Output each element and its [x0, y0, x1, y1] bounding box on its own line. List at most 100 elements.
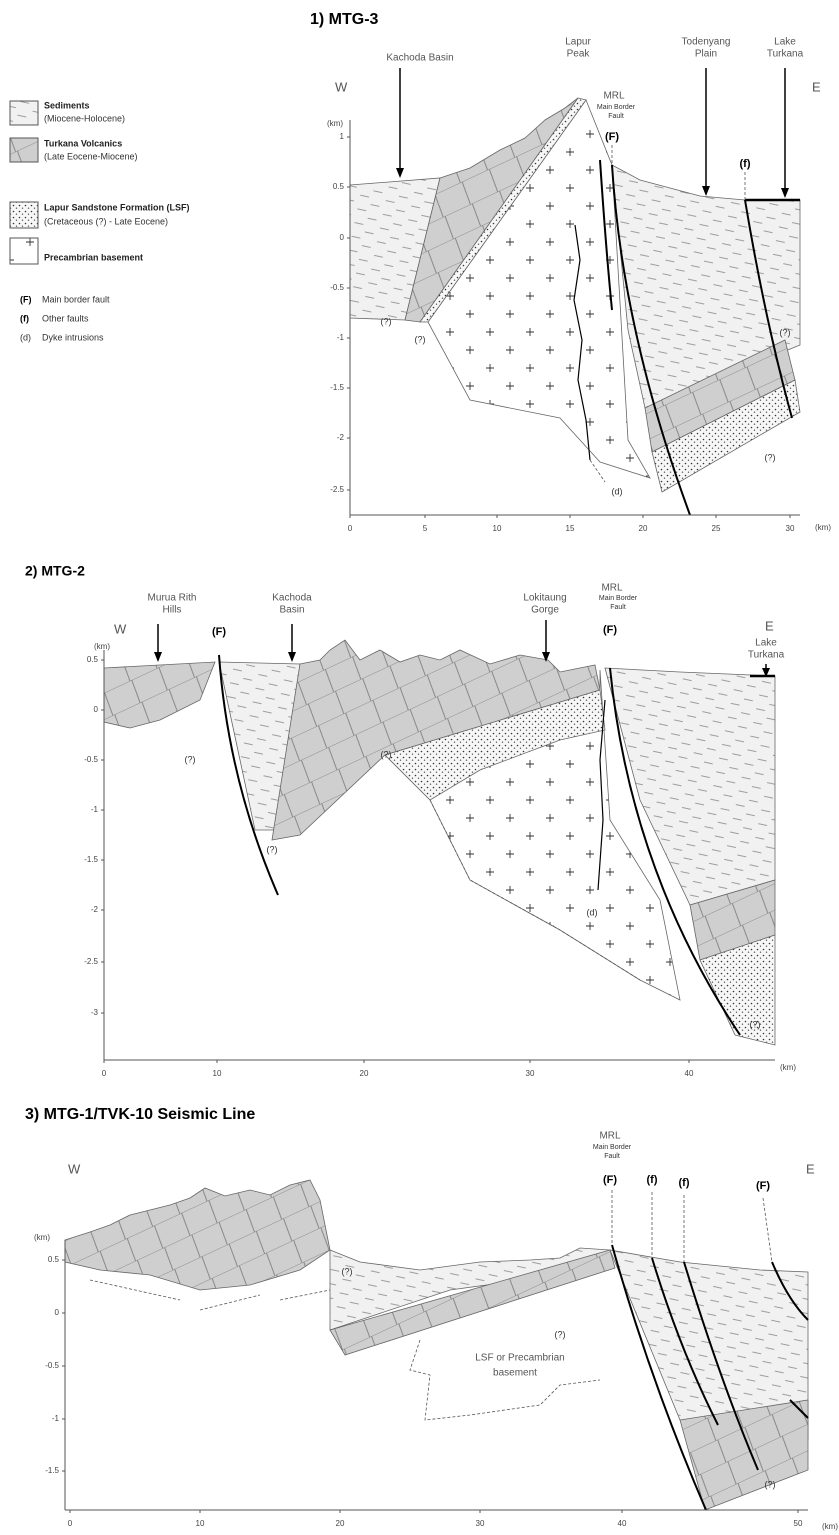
y-tick-label: 0	[55, 1308, 60, 1317]
boundary	[409, 1339, 601, 1421]
legend-symbol: (F)	[20, 294, 32, 304]
y-tick-label: -1	[52, 1414, 60, 1423]
place-label: Basin	[279, 605, 304, 616]
x-tick-label: 40	[618, 1519, 627, 1528]
axes: (km) (km) 1 0.5 0 -0.5 -1 -1.5 -2 -2.5 0 5 10 15 20 25 3…	[34, 119, 838, 1531]
legend-label: Main border fault	[42, 294, 110, 304]
fault-label: (f)	[679, 1177, 690, 1189]
fault	[771, 1261, 809, 1321]
legend-swatch	[9, 100, 39, 126]
uncertain: (?)	[765, 1479, 776, 1489]
basement	[427, 99, 651, 479]
dyke-label: (d)	[612, 486, 623, 496]
fault	[599, 159, 613, 311]
east-label: E	[806, 1161, 815, 1176]
fault-trace	[611, 145, 746, 200]
place-label: Turkana	[767, 49, 804, 60]
volcanics	[64, 1179, 331, 1291]
volcanics	[404, 97, 579, 323]
legend-swatch	[9, 137, 39, 163]
y-tick-label: -1.5	[330, 383, 344, 392]
arrow-head	[762, 668, 770, 677]
lsf	[651, 379, 801, 493]
dyke-label: (d)	[587, 907, 598, 917]
fault-label: (f)	[740, 158, 751, 170]
y-tick-label: 0.5	[333, 182, 345, 191]
arrow-head	[154, 652, 162, 662]
place-label: Peak	[567, 49, 591, 60]
y-tick-label: 0.5	[87, 655, 99, 664]
uncertain: (?)	[381, 749, 392, 759]
section-2	[103, 639, 776, 1046]
y-tick-label: -2	[91, 905, 99, 914]
y-tick-label: -1.5	[84, 855, 98, 864]
y-unit: (km)	[94, 642, 110, 651]
east-label: E	[812, 79, 821, 94]
x-tick-label: 20	[360, 1069, 369, 1078]
place-label: Gorge	[531, 605, 559, 616]
uncertain: (?)	[185, 754, 196, 764]
section-1	[349, 97, 801, 516]
west-label: W	[335, 79, 348, 94]
legend-label: Turkana Volcanics	[44, 138, 122, 148]
fault-label: (F)	[605, 131, 619, 143]
mrl-label: MRL	[599, 1131, 621, 1142]
x-tick-label: 50	[794, 1519, 803, 1528]
arrow-head	[542, 652, 550, 662]
volcanics	[329, 1249, 616, 1356]
mrl-sub: Fault	[604, 1153, 620, 1160]
x-tick-label: 20	[336, 1519, 345, 1528]
place-label: Plain	[695, 49, 717, 60]
x-tick-label: 15	[566, 524, 575, 533]
x-tick-label: 0	[348, 524, 353, 533]
arrow-head	[396, 168, 404, 178]
boundary	[89, 1279, 331, 1311]
uncertain: (?)	[555, 1329, 566, 1339]
mrl-label: MRL	[603, 91, 625, 102]
place-label: Kachoda	[272, 593, 312, 604]
main-fault	[611, 1244, 707, 1511]
y-tick-label: 0.5	[48, 1255, 60, 1264]
east-label: E	[765, 618, 774, 633]
boundary	[589, 459, 606, 483]
arrow-head	[702, 186, 710, 196]
arrow-head	[288, 652, 296, 662]
uncertain: (?)	[381, 316, 392, 326]
boundary	[429, 799, 641, 981]
y-tick-label: -2	[337, 433, 345, 442]
fault-label: (f)	[647, 1174, 658, 1186]
legend-label: Lapur Sandstone Formation (LSF)	[44, 202, 190, 212]
y-tick-label: -2.5	[84, 957, 98, 966]
section-3	[64, 1179, 809, 1511]
x-tick-label: 30	[476, 1519, 485, 1528]
x-tick-label: 20	[639, 524, 648, 533]
y-tick-label: -0.5	[84, 755, 98, 764]
legend-swatch	[9, 237, 39, 265]
lsf	[419, 97, 587, 323]
x-tick-label: 30	[786, 524, 795, 533]
west-label: W	[68, 1161, 81, 1176]
mrl-sub: Main Border	[593, 1144, 632, 1151]
uncertain: (?)	[765, 452, 776, 462]
y-tick-label: -0.5	[45, 1361, 59, 1370]
x-tick-label: 10	[493, 524, 502, 533]
panel-title: 3) MTG-1/TVK-10 Seismic Line	[25, 1106, 255, 1123]
y-unit: (km)	[327, 119, 343, 128]
x-tick-label: 30	[526, 1069, 535, 1078]
legend-label: Sediments	[44, 100, 90, 110]
legend-symbol: (d)	[20, 332, 31, 342]
mrl-label: MRL	[601, 583, 623, 594]
place-label: Todenyang	[682, 37, 731, 48]
x-tick-label: 10	[196, 1519, 205, 1528]
dyke	[597, 699, 606, 891]
x-tick-label: 0	[68, 1519, 73, 1528]
panel-title: 1) MTG-3	[310, 11, 379, 28]
y-tick-label: -1	[91, 805, 99, 814]
main-fault	[611, 164, 691, 516]
fault-label: (F)	[603, 1174, 617, 1186]
place-label: Turkana	[748, 650, 785, 661]
uncertain: (?)	[267, 844, 278, 854]
y-tick-label: -1.5	[45, 1466, 59, 1475]
legend-label: Other faults	[42, 313, 89, 323]
